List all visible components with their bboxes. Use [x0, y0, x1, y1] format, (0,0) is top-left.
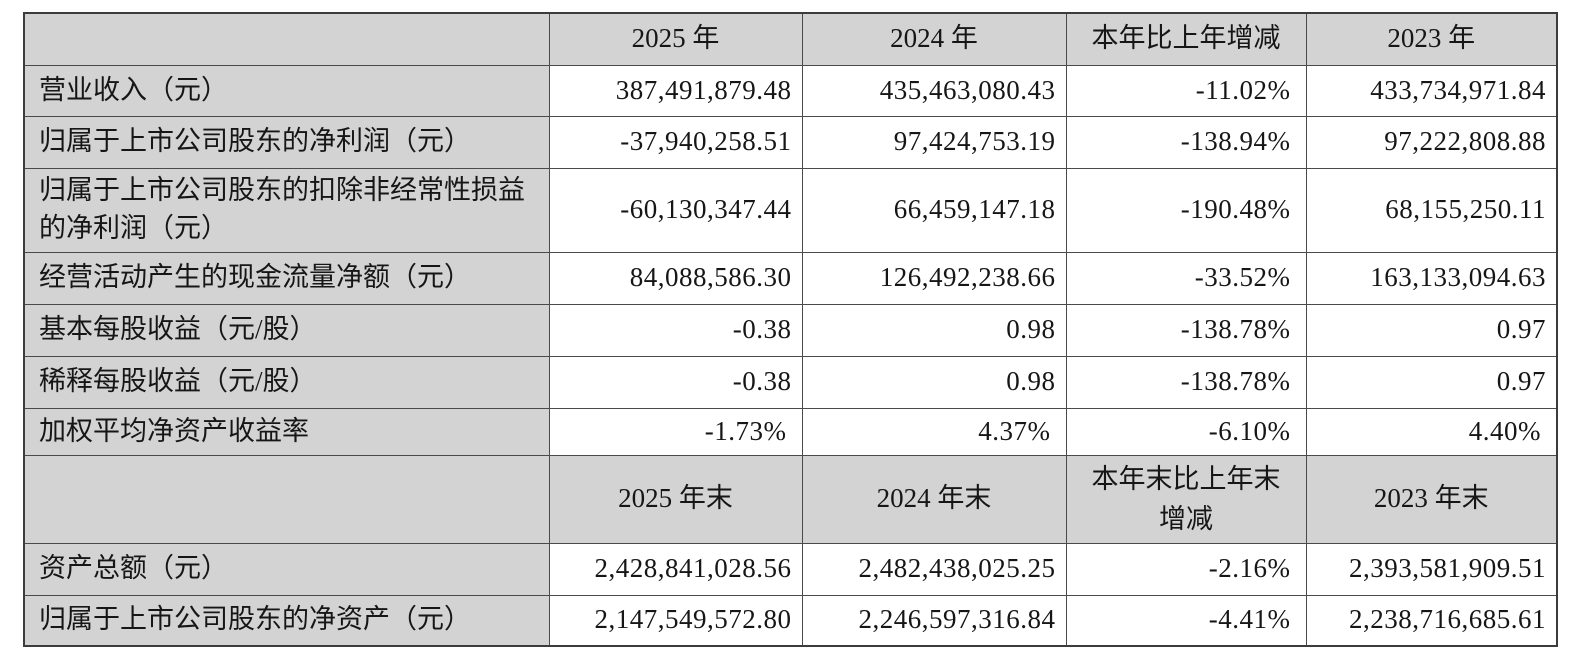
row-label: 归属于上市公司股东的扣除非经常性损益的净利润（元）: [23, 167, 550, 253]
table-row-diluted-eps: 稀释每股收益（元/股） -0.38 0.98 -138.78% 0.97: [23, 355, 1558, 409]
cell-2024: 0.98: [801, 355, 1067, 409]
row-label: 加权平均净资产收益率: [23, 407, 550, 456]
col-header-2024: 2024 年: [801, 12, 1067, 66]
row-label: 经营活动产生的现金流量净额（元）: [23, 251, 550, 305]
cell-2025-end: 2,428,841,028.56: [548, 542, 803, 596]
cell-2024: 66,459,147.18: [801, 167, 1067, 253]
cell-yoy-change: -190.48%: [1065, 167, 1307, 253]
table-row-net-assets: 归属于上市公司股东的净资产（元） 2,147,549,572.80 2,246,…: [23, 594, 1558, 647]
cell-2024-end: 2,246,597,316.84: [801, 594, 1067, 647]
col-header-yoy-change: 本年比上年增减: [1065, 12, 1307, 66]
cell-2025-end: 2,147,549,572.80: [548, 594, 803, 647]
cell-2025: -1.73%: [548, 407, 803, 456]
cell-2025: -60,130,347.44: [548, 167, 803, 253]
header-corner-cell: [23, 12, 550, 66]
cell-year-end-change: -4.41%: [1065, 594, 1307, 647]
col-header-year-end-change: 本年末比上年末增减: [1065, 454, 1307, 544]
row-label: 归属于上市公司股东的净利润（元）: [23, 115, 550, 169]
row-label: 资产总额（元）: [23, 542, 550, 596]
cell-2023: 0.97: [1305, 355, 1558, 409]
cell-2023-end: 2,393,581,909.51: [1305, 542, 1558, 596]
cell-2024: 4.37%: [801, 407, 1067, 456]
cell-2023: 433,734,971.84: [1305, 64, 1558, 117]
cell-yoy-change: -138.78%: [1065, 303, 1307, 357]
col-header-2025: 2025 年: [548, 12, 803, 66]
cell-yoy-change: -138.94%: [1065, 115, 1307, 169]
cell-2024-end: 2,482,438,025.25: [801, 542, 1067, 596]
cell-yoy-change: -6.10%: [1065, 407, 1307, 456]
cell-2023: 0.97: [1305, 303, 1558, 357]
col-header-2023-end: 2023 年末: [1305, 454, 1558, 544]
row-label: 归属于上市公司股东的净资产（元）: [23, 594, 550, 647]
cell-2023: 163,133,094.63: [1305, 251, 1558, 305]
cell-2025: -0.38: [548, 355, 803, 409]
col-header-2024-end: 2024 年末: [801, 454, 1067, 544]
cell-2025: -0.38: [548, 303, 803, 357]
header-corner-cell: [23, 454, 550, 544]
cell-yoy-change: -11.02%: [1065, 64, 1307, 117]
row-label: 营业收入（元）: [23, 64, 550, 117]
table-row-operating-cash-flow: 经营活动产生的现金流量净额（元） 84,088,586.30 126,492,2…: [23, 251, 1558, 305]
table-row-weighted-avg-roe: 加权平均净资产收益率 -1.73% 4.37% -6.10% 4.40%: [23, 407, 1558, 456]
cell-2024: 97,424,753.19: [801, 115, 1067, 169]
year-end-change-label: 本年末比上年末增减: [1091, 463, 1281, 535]
col-header-2023: 2023 年: [1305, 12, 1558, 66]
cell-yoy-change: -138.78%: [1065, 355, 1307, 409]
row-label: 基本每股收益（元/股）: [23, 303, 550, 357]
cell-2025: 387,491,879.48: [548, 64, 803, 117]
table-row-net-profit-excl-nonrecurring: 归属于上市公司股东的扣除非经常性损益的净利润（元） -60,130,347.44…: [23, 167, 1558, 253]
row-label: 稀释每股收益（元/股）: [23, 355, 550, 409]
financial-summary-table: 2025 年 2024 年 本年比上年增减 2023 年 营业收入（元） 387…: [23, 12, 1558, 647]
header-row-year-end: 2025 年末 2024 年末 本年末比上年末增减 2023 年末: [23, 454, 1558, 544]
table-row-basic-eps: 基本每股收益（元/股） -0.38 0.98 -138.78% 0.97: [23, 303, 1558, 357]
cell-yoy-change: -33.52%: [1065, 251, 1307, 305]
cell-2024: 435,463,080.43: [801, 64, 1067, 117]
cell-year-end-change: -2.16%: [1065, 542, 1307, 596]
header-row-annual: 2025 年 2024 年 本年比上年增减 2023 年: [23, 12, 1558, 66]
cell-2024: 126,492,238.66: [801, 251, 1067, 305]
table-row-revenue: 营业收入（元） 387,491,879.48 435,463,080.43 -1…: [23, 64, 1558, 117]
cell-2025: 84,088,586.30: [548, 251, 803, 305]
cell-2024: 0.98: [801, 303, 1067, 357]
cell-2023: 97,222,808.88: [1305, 115, 1558, 169]
table-row-net-profit: 归属于上市公司股东的净利润（元） -37,940,258.51 97,424,7…: [23, 115, 1558, 169]
cell-2023: 4.40%: [1305, 407, 1558, 456]
cell-2023: 68,155,250.11: [1305, 167, 1558, 253]
cell-2025: -37,940,258.51: [548, 115, 803, 169]
financial-summary: 2025 年 2024 年 本年比上年增减 2023 年 营业收入（元） 387…: [23, 12, 1558, 647]
cell-2023-end: 2,238,716,685.61: [1305, 594, 1558, 647]
col-header-2025-end: 2025 年末: [548, 454, 803, 544]
table-row-total-assets: 资产总额（元） 2,428,841,028.56 2,482,438,025.2…: [23, 542, 1558, 596]
